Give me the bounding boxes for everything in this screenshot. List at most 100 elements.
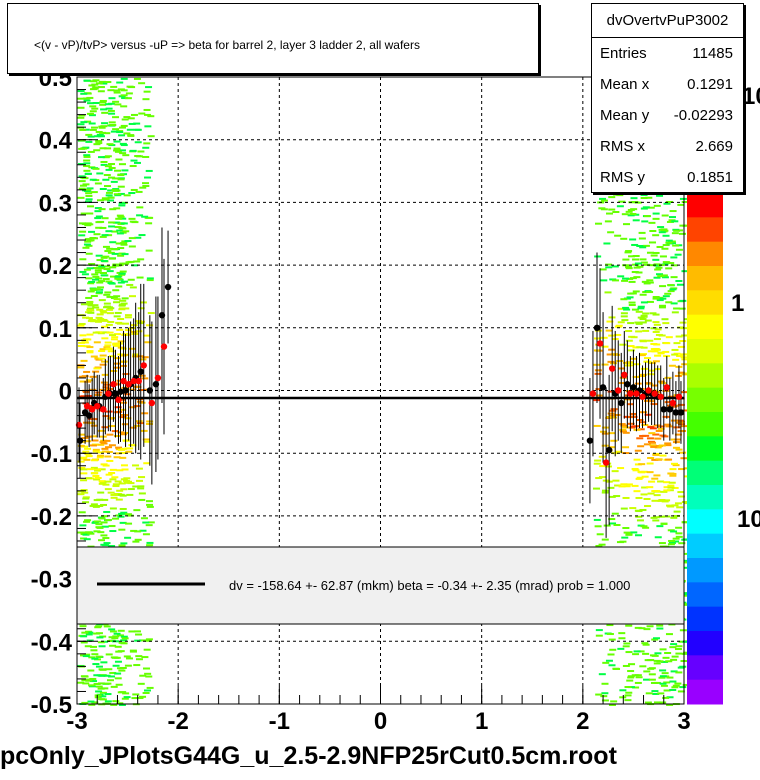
- density-cell: [81, 701, 89, 704]
- density-cell: [124, 314, 132, 317]
- data-point: [627, 390, 634, 397]
- density-cell: [119, 299, 127, 302]
- density-cell: [659, 255, 667, 258]
- density-cell: [114, 311, 122, 314]
- density-cell: [635, 310, 643, 313]
- density-cell: [679, 629, 687, 632]
- density-cell: [116, 469, 124, 472]
- density-cell: [681, 594, 689, 597]
- density-cell: [84, 447, 92, 450]
- density-cell: [144, 216, 152, 219]
- density-cell: [143, 142, 151, 145]
- density-cell: [643, 263, 651, 266]
- density-cell: [99, 272, 107, 275]
- y-tick-label: -0.5: [31, 692, 72, 719]
- density-cell: [659, 682, 667, 685]
- density-cell: [640, 301, 648, 304]
- density-cell: [89, 110, 97, 113]
- density-cell: [675, 335, 683, 338]
- density-cell: [102, 178, 110, 181]
- density-cell: [668, 219, 676, 222]
- density-cell: [649, 192, 657, 195]
- density-cell: [95, 254, 103, 257]
- density-cell: [677, 345, 685, 348]
- density-cell: [644, 413, 652, 416]
- density-cell: [107, 163, 115, 166]
- density-cell: [80, 359, 88, 362]
- density-cell: [640, 197, 648, 200]
- density-cell: [106, 331, 114, 334]
- density-cell: [678, 193, 686, 196]
- density-cell: [637, 307, 645, 310]
- density-cell: [86, 379, 94, 382]
- density-cell: [642, 312, 650, 315]
- density-cell: [96, 456, 104, 459]
- density-cell: [114, 226, 122, 229]
- density-cell: [144, 176, 152, 179]
- density-cell: [99, 691, 107, 694]
- density-cell: [86, 112, 94, 115]
- data-point: [666, 406, 674, 413]
- density-cell: [682, 683, 690, 686]
- density-cell: [91, 701, 99, 704]
- density-cell: [669, 210, 677, 213]
- density-cell: [613, 667, 621, 670]
- density-cell: [659, 648, 667, 651]
- density-cell: [595, 222, 603, 225]
- density-cell: [104, 480, 112, 483]
- data-point: [596, 340, 604, 347]
- density-cell: [92, 167, 100, 170]
- density-cell: [667, 284, 675, 287]
- stats-key: Mean x: [600, 76, 650, 93]
- density-cell: [121, 97, 129, 100]
- density-cell: [83, 159, 91, 162]
- density-cell: [95, 130, 103, 133]
- density-cell: [123, 655, 131, 658]
- density-cell: [96, 313, 104, 316]
- color-scale-segment: [687, 339, 723, 364]
- density-cell: [113, 301, 121, 304]
- density-cell: [107, 109, 115, 112]
- density-cell: [94, 469, 102, 472]
- density-cell: [671, 220, 679, 223]
- density-cell: [110, 85, 118, 88]
- density-cell: [670, 516, 678, 519]
- density-cell: [144, 639, 152, 642]
- density-cell: [606, 320, 614, 323]
- density-cell: [652, 313, 660, 316]
- density-cell: [103, 383, 111, 386]
- density-cell: [79, 380, 87, 383]
- density-cell: [101, 111, 109, 114]
- density-cell: [100, 463, 108, 466]
- density-cell: [116, 322, 124, 325]
- density-cell: [646, 300, 654, 303]
- density-cell: [120, 478, 128, 481]
- density-cell: [650, 254, 658, 257]
- density-cell: [116, 214, 124, 217]
- density-cell: [83, 268, 91, 271]
- density-cell: [660, 274, 668, 277]
- density-cell: [89, 677, 97, 680]
- density-cell: [594, 459, 602, 462]
- density-cell: [667, 529, 675, 532]
- density-cell: [640, 411, 648, 414]
- density-cell: [608, 638, 616, 641]
- density-cell: [77, 460, 85, 463]
- density-cell: [613, 413, 621, 416]
- data-point: [657, 393, 664, 400]
- density-cell: [615, 450, 623, 453]
- density-cell: [674, 682, 682, 685]
- density-cell: [93, 341, 101, 344]
- density-cell: [665, 267, 673, 270]
- density-cell: [95, 632, 103, 635]
- density-cell: [671, 348, 679, 351]
- density-cell: [673, 510, 681, 513]
- density-cell: [124, 316, 132, 319]
- density-cell: [641, 486, 649, 489]
- density-cell: [85, 133, 93, 136]
- data-point: [663, 384, 671, 391]
- density-cell: [77, 490, 85, 493]
- density-cell: [104, 291, 112, 294]
- density-cell: [147, 521, 155, 524]
- density-cell: [669, 474, 677, 477]
